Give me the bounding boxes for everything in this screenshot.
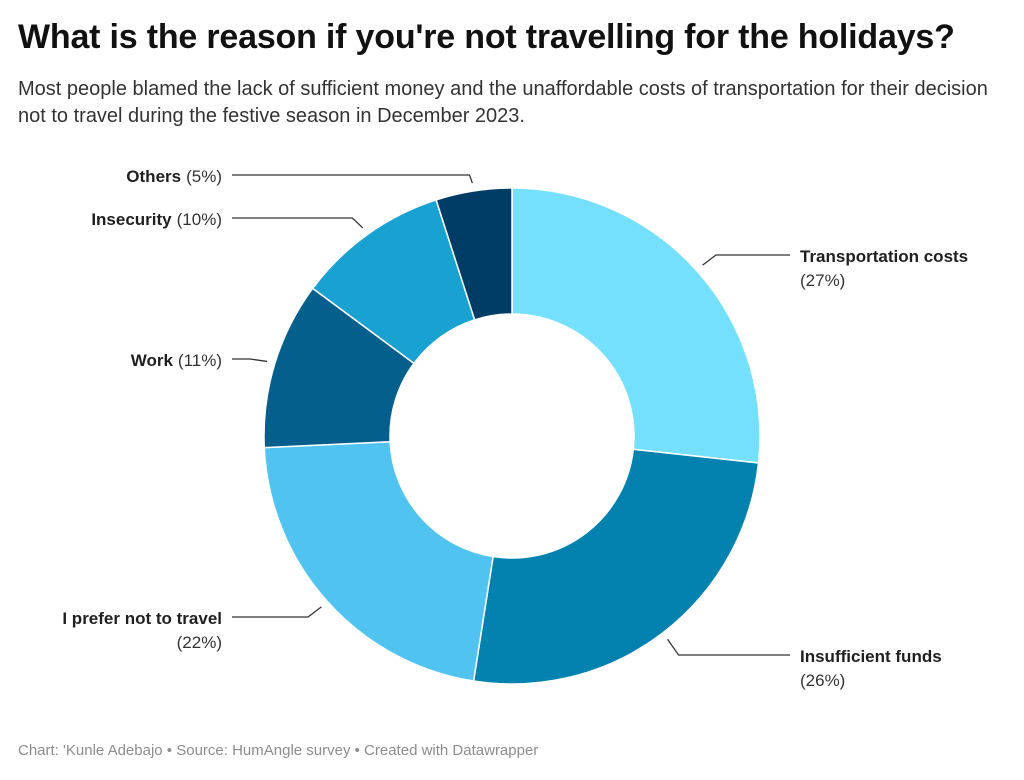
slice-label-percent: (27%) (800, 271, 845, 290)
slice-label-i-prefer-not-to-travel: I prefer not to travel (22%) (62, 609, 222, 652)
slice-others (435, 187, 513, 321)
slice-label-percent: (26%) (800, 671, 845, 690)
chart-subtitle: Most people blamed the lack of sufficien… (18, 78, 988, 127)
slice-label-name: Others (126, 167, 181, 186)
slice-label-percent: (11%) (178, 351, 222, 370)
slice-label-percent: (5%) (186, 167, 222, 186)
leader-line-others (232, 174, 473, 184)
slice-label-percent: (10%) (177, 210, 222, 229)
slice-label-work: Work (11%) (131, 351, 222, 370)
leader-line-work (232, 358, 268, 363)
slice-label-others: Others (5%) (126, 167, 222, 186)
slice-label-name: Insufficient funds (800, 647, 942, 666)
slice-label-insecurity: Insecurity (10%) (91, 210, 222, 229)
leader-line-insufficient-funds (667, 638, 790, 656)
slice-label-name: Work (131, 351, 174, 370)
slice-labels: Transportation costs (27%) Insufficient fu… (62, 167, 968, 690)
leader-line-insecurity (232, 217, 364, 229)
slice-label-name: Transportation costs (800, 247, 968, 266)
donut-slices (263, 187, 761, 685)
slice-label-insufficient-funds: Insufficient funds (26%) (800, 647, 942, 690)
slice-label-name: I prefer not to travel (62, 609, 222, 628)
leader-line-transportation-costs (702, 254, 790, 266)
slice-transportation-costs (511, 187, 761, 464)
slice-label-percent: (22%) (177, 633, 222, 652)
chart-title: What is the reason if you're not travell… (18, 18, 955, 56)
chart-footer: Chart: 'Kunle Adebajo • Source: HumAngle… (18, 742, 539, 759)
slice-i-prefer-not-to-travel (263, 440, 494, 682)
leader-line-i-prefer-not-to-travel (232, 606, 322, 618)
slice-label-name: Insecurity (91, 210, 172, 229)
slice-insufficient-funds (472, 448, 760, 685)
slice-label-transportation-costs: Transportation costs (27%) (800, 247, 968, 290)
label-leader-lines (232, 174, 790, 656)
